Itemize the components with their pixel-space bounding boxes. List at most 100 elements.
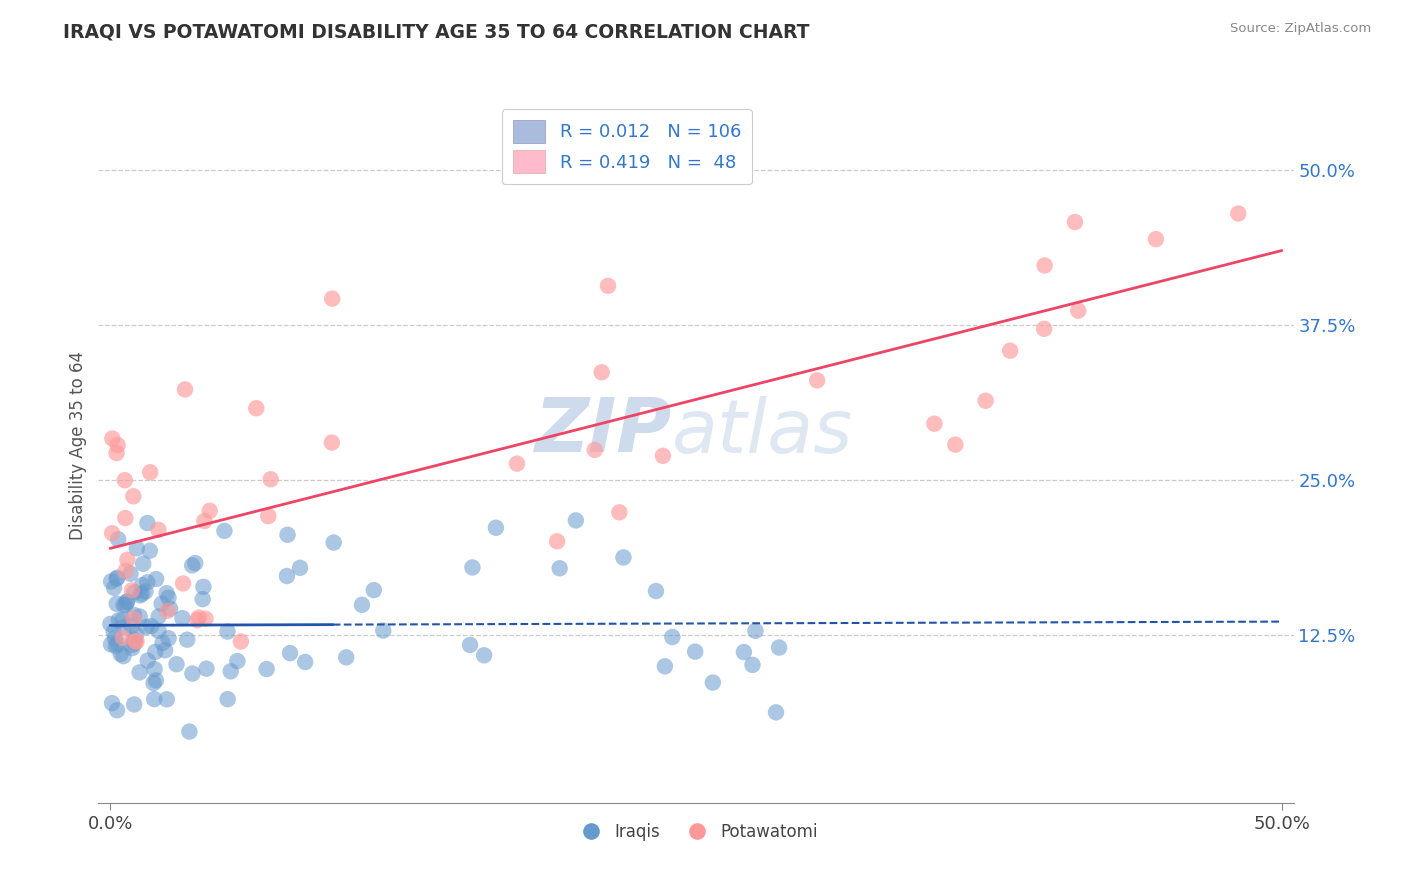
Point [148, 609, 170, 624]
Text: atlas: atlas [672, 396, 853, 467]
Point [143, 662, 166, 676]
Point [114, 473, 136, 487]
Point [122, 612, 145, 626]
Point [124, 635, 146, 649]
Point [1227, 206, 1250, 220]
Point [103, 624, 125, 639]
Point [122, 698, 145, 712]
Point [546, 534, 568, 549]
Point [322, 535, 344, 549]
Point [121, 583, 143, 598]
Y-axis label: Disability Age 35 to 64: Disability Age 35 to 64 [69, 351, 87, 541]
Point [768, 640, 790, 655]
Point [373, 624, 395, 638]
Point [278, 646, 301, 660]
Point [214, 524, 236, 538]
Point [733, 645, 755, 659]
Point [172, 576, 194, 591]
Text: IRAQI VS POTAWATOMI DISABILITY AGE 35 TO 64 CORRELATION CHART: IRAQI VS POTAWATOMI DISABILITY AGE 35 TO… [63, 22, 810, 41]
Text: ZIP: ZIP [534, 395, 672, 468]
Point [112, 620, 135, 634]
Point [131, 587, 153, 601]
Point [276, 569, 298, 583]
Point [1033, 259, 1056, 273]
Point [166, 657, 188, 672]
Point [122, 607, 145, 622]
Point [125, 634, 148, 648]
Point [924, 417, 946, 431]
Point [136, 575, 159, 590]
Point [565, 513, 588, 527]
Point [136, 516, 159, 530]
Point [257, 509, 280, 524]
Point [120, 566, 142, 581]
Point [139, 543, 162, 558]
Point [176, 632, 198, 647]
Point [103, 581, 125, 595]
Point [153, 643, 176, 657]
Point [105, 572, 128, 586]
Point [1064, 215, 1087, 229]
Point [122, 632, 145, 647]
Point [172, 611, 194, 625]
Point [288, 561, 311, 575]
Point [152, 636, 174, 650]
Point [195, 662, 218, 676]
Point [136, 654, 159, 668]
Point [596, 278, 619, 293]
Point [651, 449, 673, 463]
Point [105, 446, 128, 460]
Point [174, 383, 197, 397]
Point [181, 666, 204, 681]
Point [131, 578, 153, 592]
Point [100, 637, 122, 651]
Point [105, 703, 128, 717]
Point [472, 648, 495, 663]
Point [194, 612, 217, 626]
Point [193, 580, 215, 594]
Point [104, 631, 127, 645]
Point [101, 526, 124, 541]
Point [108, 613, 131, 627]
Point [187, 610, 209, 624]
Point [191, 592, 214, 607]
Point [998, 343, 1021, 358]
Point [219, 665, 242, 679]
Point [101, 432, 124, 446]
Point [184, 556, 207, 570]
Text: Source: ZipAtlas.com: Source: ZipAtlas.com [1230, 22, 1371, 36]
Point [591, 365, 613, 379]
Point [124, 634, 146, 648]
Point [125, 541, 148, 556]
Point [217, 692, 239, 706]
Point [741, 657, 763, 672]
Point [114, 564, 136, 578]
Point [150, 597, 173, 611]
Point [100, 616, 122, 631]
Point [612, 550, 634, 565]
Point [128, 665, 150, 680]
Point [181, 558, 204, 573]
Point [350, 598, 373, 612]
Point [107, 438, 129, 452]
Point [702, 675, 724, 690]
Point [135, 620, 157, 634]
Point [157, 632, 180, 646]
Point [111, 631, 134, 645]
Point [121, 641, 143, 656]
Legend: Iraqis, Potawatomi: Iraqis, Potawatomi [568, 817, 824, 848]
Point [943, 437, 966, 451]
Point [142, 676, 165, 690]
Point [193, 514, 215, 528]
Point [121, 638, 143, 652]
Point [461, 560, 484, 574]
Point [148, 523, 170, 537]
Point [744, 624, 766, 638]
Point [260, 472, 283, 486]
Point [139, 619, 162, 633]
Point [1144, 232, 1167, 246]
Point [321, 435, 343, 450]
Point [128, 609, 150, 624]
Point [122, 489, 145, 503]
Point [245, 401, 267, 416]
